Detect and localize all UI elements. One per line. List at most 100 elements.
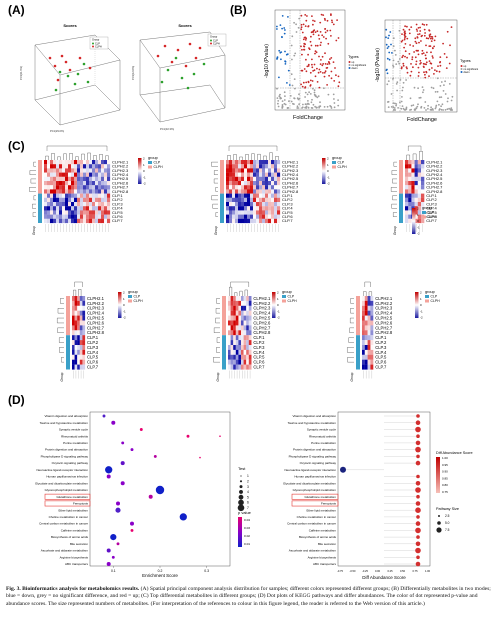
size-legend-label: 6 xyxy=(247,501,249,505)
heatmap-cell xyxy=(241,315,244,321)
heatmap-cell xyxy=(235,181,239,186)
heatmap-row-label: CLPH2.2 xyxy=(253,301,271,306)
heatmap-cell xyxy=(417,197,422,203)
heatmap-cell xyxy=(80,172,84,177)
heatmap-cell xyxy=(65,218,69,224)
volcano-point xyxy=(316,67,318,70)
volcano-point xyxy=(428,29,431,32)
heatmap-cell xyxy=(72,320,75,326)
dendrogram-branch xyxy=(30,178,36,184)
heatmap-cell xyxy=(101,176,105,182)
heatmap-cell xyxy=(228,349,231,355)
volcano-point xyxy=(310,44,313,47)
volcano-point xyxy=(288,84,291,86)
dendrogram-branch xyxy=(211,195,218,201)
heatmap-cell xyxy=(362,364,365,370)
heatmap-cell xyxy=(271,181,275,186)
volcano-point xyxy=(448,62,451,65)
heatmap-cell xyxy=(408,202,412,207)
volcano-point xyxy=(433,73,435,75)
heatmap-cell xyxy=(74,193,78,198)
volcano-point xyxy=(321,55,324,58)
panel-label-a: (A) xyxy=(8,3,25,17)
heatmap-cell xyxy=(421,164,425,169)
dot xyxy=(110,534,117,541)
heatmap-cell xyxy=(101,210,105,215)
heatmap-row-label: CLPH2.7 xyxy=(87,325,105,330)
heatmap-cell xyxy=(59,168,63,173)
heatmap-cell xyxy=(259,197,263,203)
heatmap-cell xyxy=(71,176,75,182)
heatmap-cell xyxy=(72,325,75,331)
heatmap-legend-clp: CLP xyxy=(338,161,345,165)
volcano-point xyxy=(402,81,405,84)
heatmap-row-label: CLP.6 xyxy=(426,214,437,219)
dot xyxy=(120,461,125,466)
heatmap-cell xyxy=(241,330,244,336)
heatmap-cell xyxy=(226,168,230,173)
heatmap-cell xyxy=(68,206,72,211)
dendrogram-branch xyxy=(216,298,220,304)
pathway-label: Neuroactive ligand-receptor interaction xyxy=(36,468,88,472)
dot xyxy=(416,555,420,560)
heatmap-row-label: CLPH2.2 xyxy=(282,164,299,169)
heatmap-cell xyxy=(238,197,242,203)
heatmap-cell xyxy=(250,172,254,177)
heatmap-cell xyxy=(405,168,409,173)
dendrogram-branch xyxy=(32,203,36,209)
panel-label-d: (D) xyxy=(8,393,25,407)
volcano-point xyxy=(412,104,415,106)
volcano-point xyxy=(386,83,389,86)
pca-point xyxy=(60,54,64,58)
heatmap-cell xyxy=(235,214,239,219)
x-tick-label: -0.50 xyxy=(350,569,356,573)
heatmap-cell xyxy=(414,185,418,190)
volcano-point xyxy=(300,26,303,29)
heatmap-cell xyxy=(244,214,248,219)
size-legend-label: 4 xyxy=(247,490,249,494)
dendrogram-branch xyxy=(63,153,67,160)
heatmap-cell xyxy=(247,218,251,224)
volcano-point xyxy=(404,25,406,28)
volcano-point xyxy=(423,24,426,26)
heatmap-cell xyxy=(271,189,275,194)
volcano-point xyxy=(309,85,312,87)
volcano-legend-up-2: up xyxy=(464,65,467,68)
heatmap-cell xyxy=(241,359,244,365)
heatmap-cell xyxy=(362,320,365,326)
heatmap-cell xyxy=(367,310,371,316)
heatmap-cell xyxy=(421,202,425,207)
heatmap-cell xyxy=(370,364,374,370)
heatmap-row-dendrogram xyxy=(347,298,354,363)
heatmap-cell xyxy=(229,202,233,207)
heatmap-cell xyxy=(74,349,78,355)
heatmap-cell xyxy=(77,193,81,198)
pathway-label: Human papillomavirus infection xyxy=(46,475,88,479)
volcano-point xyxy=(309,71,312,74)
heatmap-cell xyxy=(248,349,252,355)
heatmap-cell xyxy=(408,185,412,190)
heatmap-cell xyxy=(241,310,244,316)
heatmap-row-label: CLPH2.6 xyxy=(375,320,393,325)
heatmap-cell xyxy=(80,185,84,190)
heatmap-cell xyxy=(86,172,90,177)
heatmap-cell xyxy=(92,210,96,215)
heatmap-cell xyxy=(82,330,86,336)
heatmap-scale-tick: -2 xyxy=(417,232,420,236)
volcano-point xyxy=(311,66,314,69)
volcano-point xyxy=(291,84,294,87)
heatmap-row-label: CLPH2.2 xyxy=(426,164,443,169)
size-legend-label: 1 xyxy=(247,474,249,478)
heatmap-cell xyxy=(47,206,51,211)
heatmap-cell xyxy=(277,181,281,186)
volcano-point xyxy=(425,70,428,73)
heatmap-cell xyxy=(370,296,374,301)
heatmap-cell xyxy=(367,300,371,306)
heatmap-row-label: CLP.6 xyxy=(87,360,99,365)
heatmap-row-label: CLP.6 xyxy=(253,360,265,365)
heatmap-cell xyxy=(243,296,247,301)
volcano-point xyxy=(428,36,431,38)
dot xyxy=(116,542,120,546)
heatmap-cell xyxy=(238,176,242,182)
volcano-point xyxy=(337,99,339,101)
